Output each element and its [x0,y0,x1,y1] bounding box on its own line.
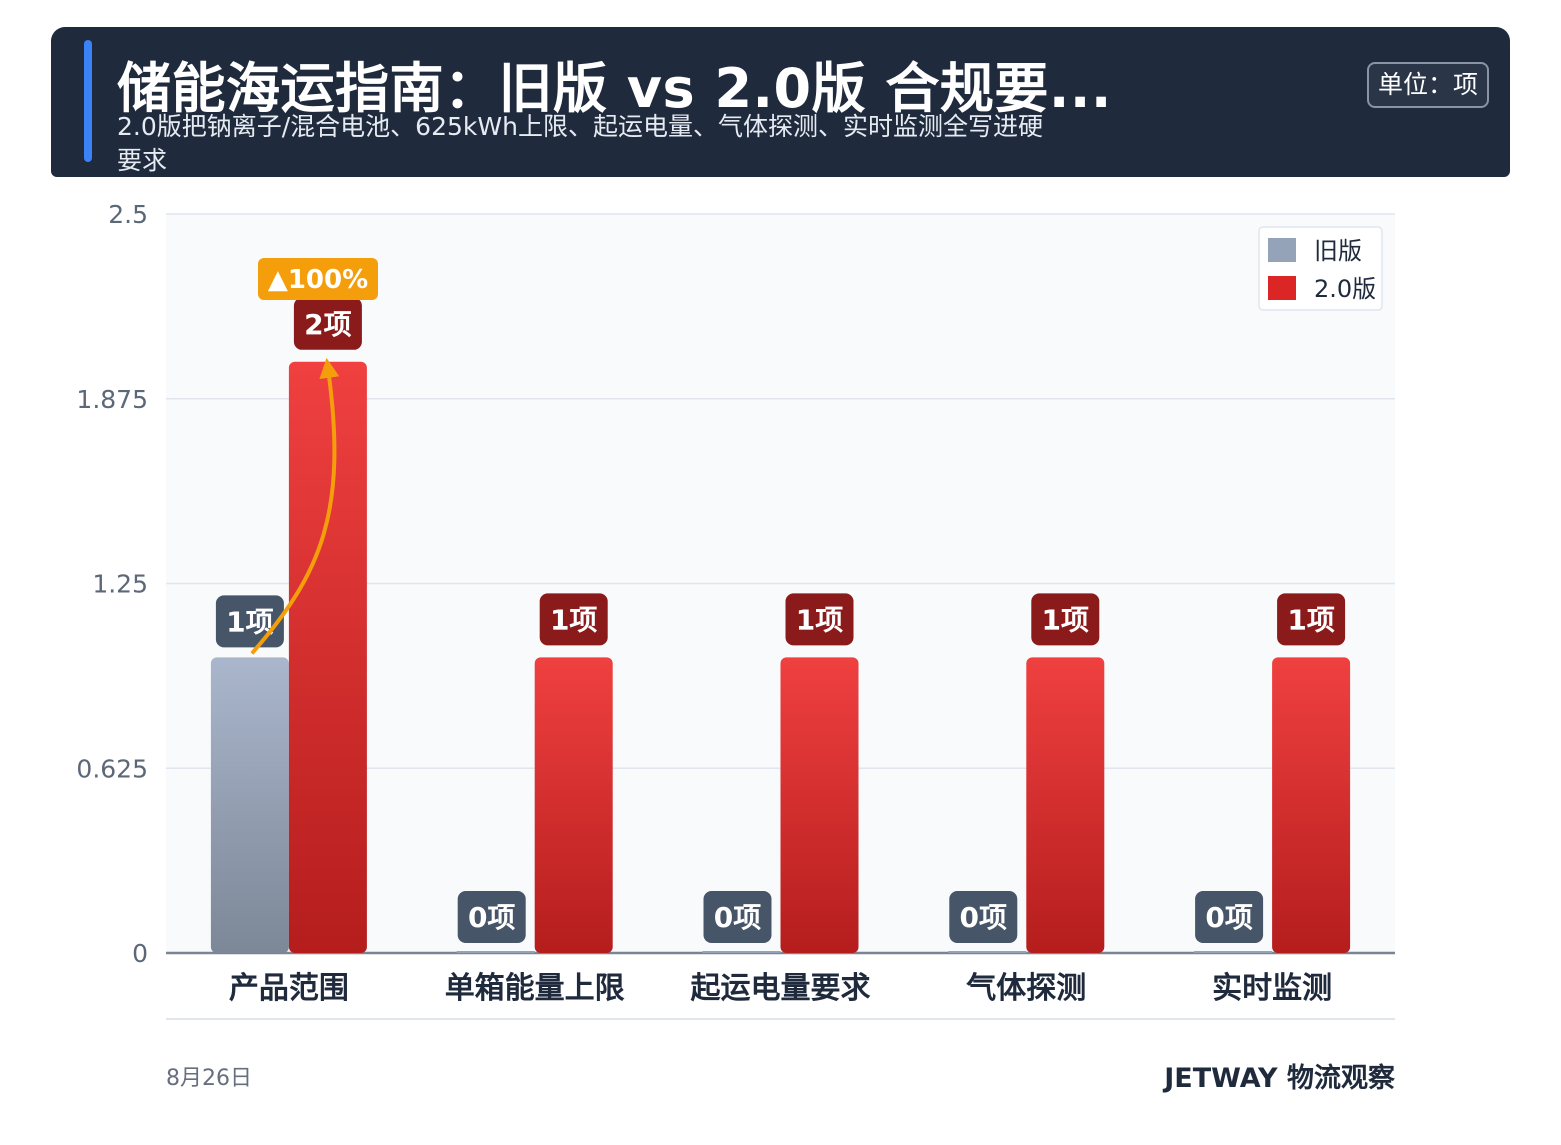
value-label-old: 0项 [468,901,515,934]
x-tick-label: 起运电量要求 [691,971,871,1006]
growth-badge-text: ▲100% [268,265,368,295]
bar-new [288,361,367,953]
value-label-new: 2项 [304,308,351,341]
chart-title: 储能海运指南：旧版 vs 2.0版 合规要... [117,57,1112,120]
unit-badge: 单位：项 [1367,62,1490,108]
value-label-new: 1项 [550,603,597,636]
value-label-new-bg [1277,593,1346,646]
legend-swatch [1268,238,1296,262]
footer-date: 8月26日 [166,1066,252,1091]
value-label-old: 1项 [226,605,273,638]
x-tick-label: 产品范围 [229,971,349,1006]
bar-new [534,657,613,953]
growth-arrow [250,357,340,655]
bar-new [780,657,859,953]
bar-old [948,951,1027,953]
value-label-old-bg [457,891,526,943]
value-label-new-bg [785,593,854,646]
value-label-new: 1项 [1042,603,1089,636]
value-label-new: 1项 [796,603,843,636]
header-banner [51,27,1510,177]
legend-swatch [1268,276,1296,300]
y-tick-label: 0 [132,939,148,968]
y-tick-label: 1.875 [76,385,148,414]
bar-new [1272,657,1351,953]
x-tick-label: 单箱能量上限 [445,971,625,1006]
bar-new [1026,657,1105,953]
y-tick-label: 2.5 [108,200,148,229]
bar-old [210,657,289,953]
chart-subtitle: 2.0版把钠离子/混合电池、625kWh上限、起运电量、气体探测、实时监测全写进… [117,112,1043,175]
value-label-new-bg [539,593,608,646]
bar-old [1194,951,1273,953]
value-label-new: 1项 [1287,603,1334,636]
legend-label: 2.0版 [1314,275,1376,303]
value-label-old-bg [703,891,772,943]
bar-old [456,951,535,953]
value-label-new-bg [1031,593,1100,646]
y-tick-label: 0.625 [76,754,148,783]
value-label-old-bg [1195,891,1264,943]
value-label-old: 0项 [714,901,761,934]
x-tick-label: 实时监测 [1212,971,1332,1006]
value-label-new-bg [293,297,362,350]
bar-old [702,951,781,953]
growth-badge [258,258,378,300]
x-tick-label: 气体探测 [966,971,1086,1006]
value-label-old-bg [949,891,1018,943]
y-tick-label: 1.25 [92,570,148,599]
value-label-old: 0项 [960,901,1007,934]
header-accent-bar [84,40,92,162]
footer-brand: JETWAY 物流观察 [1164,1063,1395,1094]
legend-label: 旧版 [1314,237,1362,265]
value-label-old: 0项 [1205,901,1252,934]
